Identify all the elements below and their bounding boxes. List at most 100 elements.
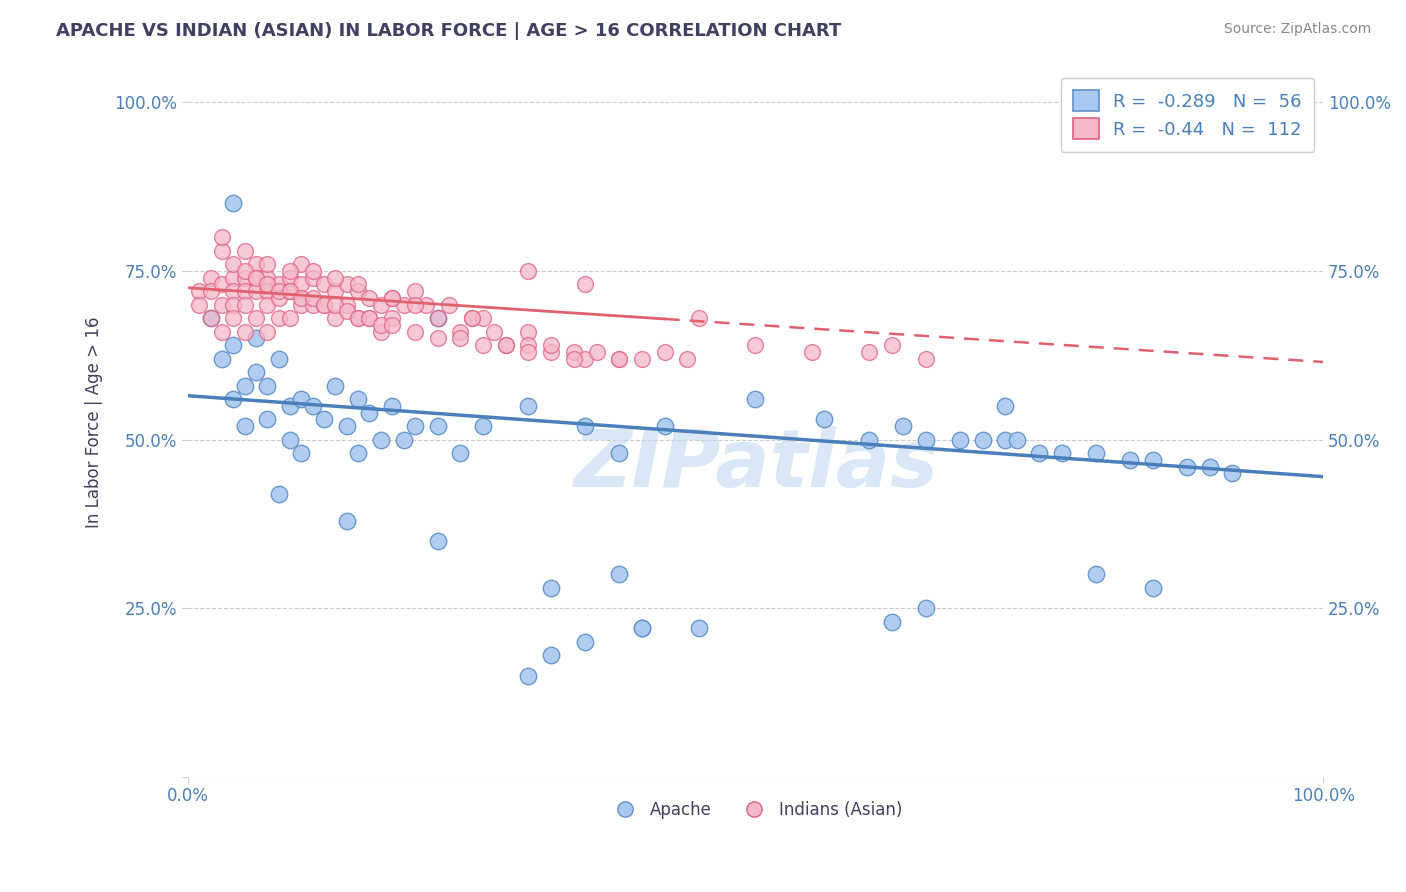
Point <box>370 298 392 312</box>
Point <box>381 291 404 305</box>
Point <box>233 325 256 339</box>
Point <box>336 277 359 292</box>
Point <box>359 406 381 420</box>
Point <box>325 270 347 285</box>
Point <box>517 338 540 352</box>
Point <box>301 291 323 305</box>
Point <box>562 344 585 359</box>
Point <box>994 399 1017 413</box>
Point <box>256 378 278 392</box>
Point <box>426 419 449 434</box>
Point <box>370 318 392 332</box>
Point <box>233 378 256 392</box>
Point <box>347 277 370 292</box>
Point <box>200 284 222 298</box>
Point <box>1142 581 1164 595</box>
Point <box>222 257 245 271</box>
Point <box>460 311 482 326</box>
Point <box>211 325 233 339</box>
Point <box>914 601 936 615</box>
Point <box>312 412 335 426</box>
Text: ZIPatlas: ZIPatlas <box>574 426 938 504</box>
Point <box>211 298 233 312</box>
Point <box>472 311 495 326</box>
Point <box>1085 446 1108 460</box>
Point <box>278 284 301 298</box>
Point <box>688 311 710 326</box>
Point <box>200 311 222 326</box>
Point <box>426 311 449 326</box>
Point <box>631 351 654 366</box>
Point <box>200 311 222 326</box>
Point <box>426 311 449 326</box>
Point <box>404 298 426 312</box>
Point <box>211 244 233 258</box>
Point <box>290 446 312 460</box>
Point <box>949 433 972 447</box>
Point <box>891 419 914 434</box>
Point <box>1005 433 1028 447</box>
Point <box>325 378 347 392</box>
Point <box>540 648 562 663</box>
Point <box>676 351 699 366</box>
Point <box>880 338 903 352</box>
Point <box>359 311 381 326</box>
Point <box>256 270 278 285</box>
Point <box>222 392 245 406</box>
Point <box>245 331 267 345</box>
Point <box>449 331 471 345</box>
Point <box>278 284 301 298</box>
Point <box>1175 459 1198 474</box>
Point <box>540 344 562 359</box>
Point <box>801 344 824 359</box>
Point <box>404 419 426 434</box>
Point <box>449 325 471 339</box>
Point <box>517 264 540 278</box>
Point <box>972 433 994 447</box>
Point <box>233 298 256 312</box>
Point <box>574 635 596 649</box>
Point <box>607 351 630 366</box>
Point <box>1050 446 1073 460</box>
Point <box>325 284 347 298</box>
Point <box>188 298 211 312</box>
Point <box>994 433 1017 447</box>
Point <box>495 338 517 352</box>
Point <box>233 284 256 298</box>
Point <box>301 270 323 285</box>
Point <box>381 318 404 332</box>
Point <box>267 351 290 366</box>
Point <box>347 392 370 406</box>
Point <box>437 298 460 312</box>
Point <box>1085 567 1108 582</box>
Point <box>256 298 278 312</box>
Point <box>347 446 370 460</box>
Point <box>574 351 596 366</box>
Point <box>359 311 381 326</box>
Point <box>325 311 347 326</box>
Point <box>370 433 392 447</box>
Point <box>381 399 404 413</box>
Point <box>404 325 426 339</box>
Legend: Apache, Indians (Asian): Apache, Indians (Asian) <box>602 794 908 825</box>
Point <box>744 338 766 352</box>
Point <box>188 284 211 298</box>
Point <box>233 244 256 258</box>
Point <box>562 351 585 366</box>
Point <box>426 533 449 548</box>
Point <box>290 298 312 312</box>
Point <box>290 392 312 406</box>
Point <box>290 257 312 271</box>
Point <box>1142 452 1164 467</box>
Point <box>222 270 245 285</box>
Point <box>336 298 359 312</box>
Point <box>517 344 540 359</box>
Point <box>222 298 245 312</box>
Point <box>211 277 233 292</box>
Point <box>222 284 245 298</box>
Point <box>858 433 880 447</box>
Text: Source: ZipAtlas.com: Source: ZipAtlas.com <box>1223 22 1371 37</box>
Text: APACHE VS INDIAN (ASIAN) IN LABOR FORCE | AGE > 16 CORRELATION CHART: APACHE VS INDIAN (ASIAN) IN LABOR FORCE … <box>56 22 841 40</box>
Point <box>517 668 540 682</box>
Point <box>1119 452 1142 467</box>
